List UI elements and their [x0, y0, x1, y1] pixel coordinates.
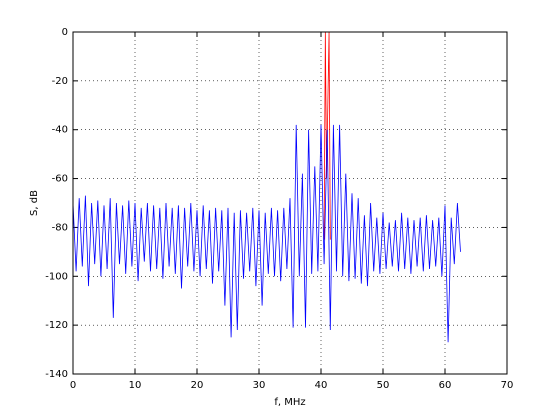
y-tick-label: -20: [52, 76, 68, 87]
spectrum-line: [72, 124, 461, 343]
x-tick-label: 0: [70, 380, 76, 391]
y-axis-label: S, dB: [29, 190, 40, 216]
x-tick-label: 10: [129, 380, 142, 391]
y-tick-label: -40: [52, 125, 68, 136]
y-tick-label: -100: [45, 271, 68, 282]
y-tick-label: -80: [52, 222, 68, 233]
x-tick-label: 40: [315, 380, 328, 391]
y-tick-label: -120: [45, 320, 68, 331]
x-axis-label: f, MHz: [274, 397, 305, 408]
x-tick-label: 50: [377, 380, 390, 391]
y-tick-label: -60: [52, 174, 68, 185]
y-tick-label: -140: [45, 369, 68, 380]
x-tick-label: 20: [191, 380, 204, 391]
x-tick-label: 70: [501, 380, 514, 391]
x-tick-label: 30: [253, 380, 266, 391]
spectrum-line: [323, 31, 331, 240]
y-tick-label: 0: [62, 27, 68, 38]
x-tick-label: 60: [439, 380, 452, 391]
axes-box: [72, 31, 508, 375]
